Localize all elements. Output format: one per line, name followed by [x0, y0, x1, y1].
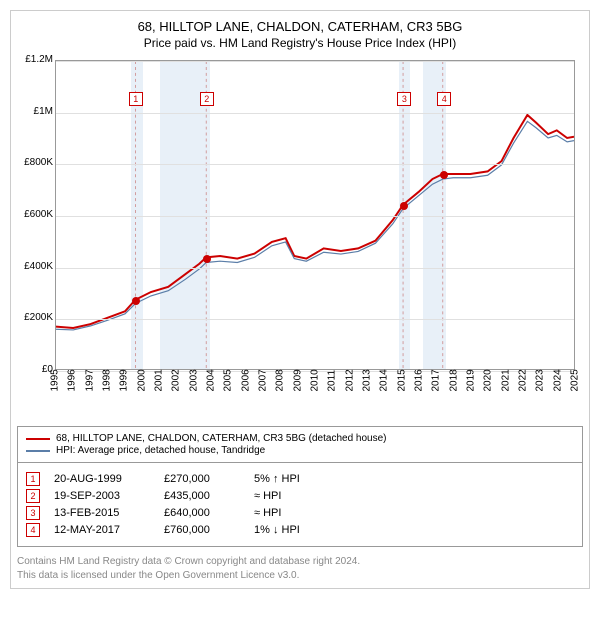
event-badge: 3: [26, 506, 40, 520]
x-axis-label: 2015: [396, 372, 407, 392]
plot-region: 1 2 3 4: [55, 60, 575, 370]
event-note: ≈ HPI: [254, 507, 574, 519]
footer-line-1: Contains HM Land Registry data © Crown c…: [17, 555, 583, 569]
marker-badge: 4: [437, 92, 451, 106]
x-axis-label: 2024: [552, 372, 563, 392]
x-axis-label: 2010: [310, 372, 321, 392]
legend-label: 68, HILLTOP LANE, CHALDON, CATERHAM, CR3…: [56, 433, 387, 444]
marker-badge: 2: [200, 92, 214, 106]
x-axis-label: 2021: [500, 372, 511, 392]
x-axis-label: 2002: [171, 372, 182, 392]
legend-swatch: [26, 438, 50, 440]
footer-line-2: This data is licensed under the Open Gov…: [17, 569, 583, 583]
y-axis-label: £400K: [3, 261, 53, 272]
event-note: ≈ HPI: [254, 490, 574, 502]
event-badge: 2: [26, 489, 40, 503]
legend-label: HPI: Average price, detached house, Tand…: [56, 445, 265, 456]
x-axis-label: 2022: [518, 372, 529, 392]
x-axis-label: 2011: [327, 372, 338, 392]
x-axis-label: 2013: [362, 372, 373, 392]
x-axis-label: 1996: [67, 372, 78, 392]
footer-text: Contains HM Land Registry data © Crown c…: [17, 555, 583, 582]
gridline: [56, 164, 574, 165]
x-axis-label: 1997: [84, 372, 95, 392]
marker-dot: [440, 171, 448, 179]
chart-area: 1234 £0£200K£400K£600K£800K£1M£1.2M19951…: [17, 56, 583, 416]
x-axis-label: 2019: [466, 372, 477, 392]
x-axis-label: 2008: [275, 372, 286, 392]
event-row: 3 13-FEB-2015£640,000≈ HPI: [26, 506, 574, 520]
y-axis-label: £200K: [3, 312, 53, 323]
x-axis-label: 2004: [206, 372, 217, 392]
x-axis-label: 2005: [223, 372, 234, 392]
events-table: 1 20-AUG-1999£270,0005% ↑ HPI 2 19-SEP-2003…: [17, 463, 583, 547]
legend-item: 68, HILLTOP LANE, CHALDON, CATERHAM, CR3…: [26, 433, 574, 444]
legend: 68, HILLTOP LANE, CHALDON, CATERHAM, CR3…: [17, 426, 583, 463]
line-layer: [56, 61, 574, 369]
y-axis-label: £800K: [3, 157, 53, 168]
gridline: [56, 319, 574, 320]
chart-container: 68, HILLTOP LANE, CHALDON, CATERHAM, CR3…: [10, 10, 590, 589]
event-date: 19-SEP-2003: [54, 490, 164, 502]
event-date: 12-MAY-2017: [54, 524, 164, 536]
x-axis-label: 2023: [535, 372, 546, 392]
event-note: 1% ↓ HPI: [254, 524, 574, 536]
event-row: 1 20-AUG-1999£270,0005% ↑ HPI: [26, 472, 574, 486]
marker-badge: 1: [129, 92, 143, 106]
event-date: 13-FEB-2015: [54, 507, 164, 519]
gridline: [56, 61, 574, 62]
x-axis-label: 1995: [50, 372, 61, 392]
x-axis-label: 2014: [379, 372, 390, 392]
x-axis-label: 2016: [414, 372, 425, 392]
marker-dot: [400, 202, 408, 210]
x-axis-label: 2000: [136, 372, 147, 392]
event-badge: 4: [26, 523, 40, 537]
gridline: [56, 216, 574, 217]
y-axis-label: £1.2M: [3, 54, 53, 65]
x-axis-label: 2009: [292, 372, 303, 392]
event-date: 20-AUG-1999: [54, 473, 164, 485]
x-axis-label: 1999: [119, 372, 130, 392]
x-axis-label: 1998: [102, 372, 113, 392]
event-price: £270,000: [164, 473, 254, 485]
gridline: [56, 113, 574, 114]
x-axis-label: 2006: [240, 372, 251, 392]
x-axis-label: 2012: [344, 372, 355, 392]
marker-dot: [203, 255, 211, 263]
x-axis-label: 2003: [188, 372, 199, 392]
y-axis-label: £1M: [3, 106, 53, 117]
x-axis-label: 2018: [448, 372, 459, 392]
x-axis-label: 2020: [483, 372, 494, 392]
chart-subtitle: Price paid vs. HM Land Registry's House …: [17, 36, 583, 50]
event-note: 5% ↑ HPI: [254, 473, 574, 485]
x-axis-label: 2001: [154, 372, 165, 392]
event-badge: 1: [26, 472, 40, 486]
event-row: 4 12-MAY-2017£760,0001% ↓ HPI: [26, 523, 574, 537]
chart-title: 68, HILLTOP LANE, CHALDON, CATERHAM, CR3…: [17, 19, 583, 34]
event-price: £760,000: [164, 524, 254, 536]
marker-badge: 3: [397, 92, 411, 106]
legend-item: HPI: Average price, detached house, Tand…: [26, 445, 574, 456]
event-price: £640,000: [164, 507, 254, 519]
x-axis-label: 2007: [258, 372, 269, 392]
gridline: [56, 268, 574, 269]
event-row: 2 19-SEP-2003£435,000≈ HPI: [26, 489, 574, 503]
marker-dot: [132, 297, 140, 305]
event-price: £435,000: [164, 490, 254, 502]
x-axis-label: 2025: [570, 372, 581, 392]
series-line-price_paid: [56, 115, 574, 328]
y-axis-label: £0: [3, 364, 53, 375]
y-axis-label: £600K: [3, 209, 53, 220]
legend-swatch: [26, 450, 50, 452]
x-axis-label: 2017: [431, 372, 442, 392]
